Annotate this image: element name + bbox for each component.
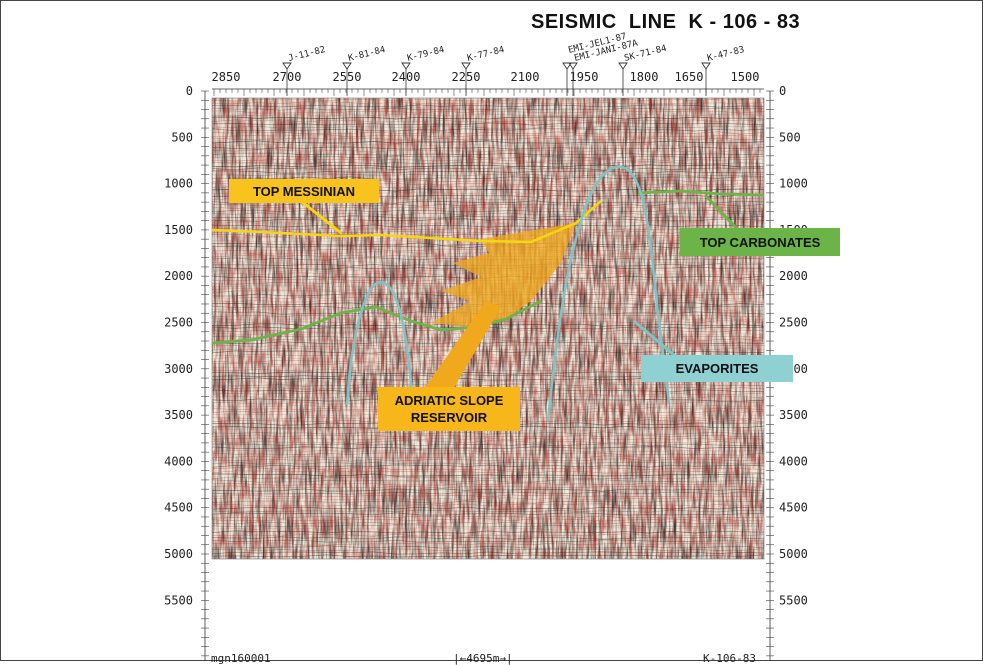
- reservoir-fill: [431, 223, 576, 327]
- left-depth-tick-label: 3000: [164, 362, 193, 376]
- top-axis-tick-label: 1800: [630, 70, 659, 84]
- right-depth-tick-label: 2500: [779, 316, 808, 330]
- right-depth-tick-label: 4000: [779, 454, 808, 468]
- left-depth-axis: 0 500 1000 1500 2000 2500 3000 3500 4000 4500 5000…: [164, 84, 209, 661]
- triangle-down-icon: [562, 62, 572, 70]
- scale-bar: |←4695m→|: [453, 652, 513, 665]
- top-axis-tick-label: 1950: [570, 70, 599, 84]
- triangle-down-icon: [401, 62, 411, 70]
- top-messinian-horizon: [211, 200, 602, 244]
- triangle-down-icon: [618, 62, 628, 70]
- top-axis-tick-label: 2850: [212, 70, 241, 84]
- right-depth-tick-label: 5500: [779, 593, 808, 607]
- right-depth-tick-label: 2000: [779, 269, 808, 283]
- right-depth-tick-label: 3500: [779, 408, 808, 422]
- left-depth-tick-label: 500: [171, 130, 193, 144]
- left-depth-tick-label: 5000: [164, 547, 193, 561]
- triangle-down-icon: [701, 62, 711, 70]
- left-depth-tick-label: 0: [186, 84, 193, 98]
- well-name-label: K-81-84: [347, 45, 386, 64]
- right-depth-tick-label: 0: [779, 84, 786, 98]
- well-name-label: K-47-83: [706, 45, 745, 64]
- left-depth-tick-label: 2500: [164, 316, 193, 330]
- well-name-label: K-77-84: [466, 45, 505, 64]
- evaporites-leader: [633, 319, 682, 363]
- right-depth-tick-label: 5000: [779, 547, 808, 561]
- left-depth-tick-label: 5500: [164, 593, 193, 607]
- left-depth-tick-label: 1500: [164, 223, 193, 237]
- evaporites-label: EVAPORITES: [641, 355, 793, 382]
- triangle-down-icon: [568, 62, 578, 70]
- right-depth-tick-label: 1000: [779, 177, 808, 191]
- evaporite-dome-right: [546, 165, 671, 422]
- carbonates-leader: [704, 194, 743, 235]
- reservoir-leader: [421, 301, 501, 393]
- triangle-down-icon: [342, 62, 352, 70]
- left-depth-tick-label: 1000: [164, 177, 193, 191]
- footer-line-id: K-106-83: [703, 652, 756, 665]
- figure-title: SEISMIC LINE K - 106 - 83: [531, 11, 801, 33]
- left-depth-tick-label: 3500: [164, 408, 193, 422]
- top-axis-tick-label: 2100: [511, 70, 540, 84]
- left-depth-tick-label: 4500: [164, 501, 193, 515]
- messinian-leader: [300, 199, 342, 235]
- top-axis-tick-label: 1650: [675, 70, 704, 84]
- triangle-down-icon: [282, 62, 292, 70]
- top-messinian-label: TOP MESSINIAN: [229, 179, 379, 203]
- left-depth-tick-label: 4000: [164, 454, 193, 468]
- adriatic-slope-reservoir-label: ADRIATIC SLOPE RESERVOIR: [378, 387, 520, 431]
- triangle-down-icon: [461, 62, 471, 70]
- top-axis: 2850 2700 2550 2400 2250 2100 1950 1800 1650 1500: [212, 70, 764, 96]
- top-carbonates-label: TOP CARBONATES: [680, 228, 840, 256]
- well-markers: J-11-82 K-81-84 K-79-84 K-77-84 EMI-JEL1-87E…: [282, 32, 746, 96]
- right-depth-tick-label: 500: [779, 130, 801, 144]
- left-depth-tick-label: 2000: [164, 269, 193, 283]
- well-name-label: J-11-82: [287, 45, 326, 64]
- top-axis-tick-label: 1500: [731, 70, 760, 84]
- well-name-label: K-79-84: [406, 45, 445, 64]
- evaporite-dome-left: [345, 281, 414, 406]
- right-depth-tick-label: 4500: [779, 501, 808, 515]
- footer-file-id: mgn160001: [211, 652, 271, 665]
